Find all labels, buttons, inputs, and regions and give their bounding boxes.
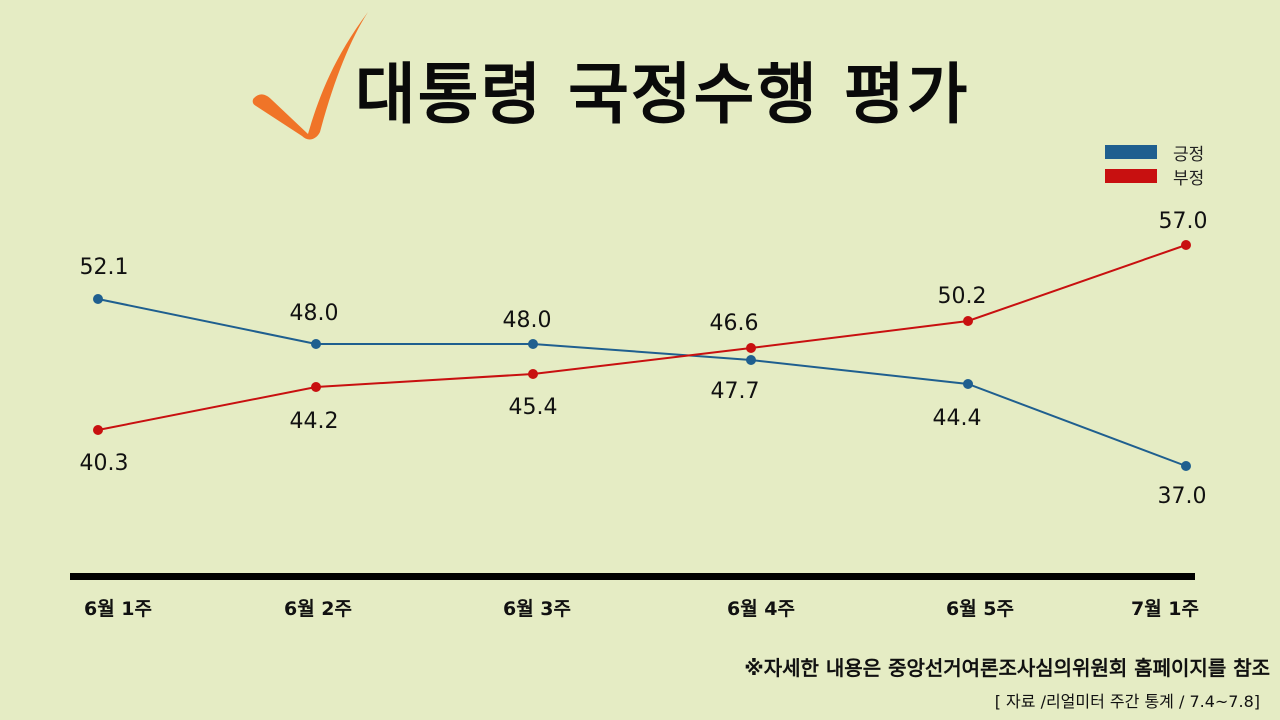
legend-label-negative: 부정	[1173, 168, 1205, 189]
chart-legend: 긍정 부정	[1105, 140, 1205, 189]
x-label-3: 6월 4주	[726, 598, 796, 620]
label-negative-4: 50.2	[938, 284, 987, 309]
x-label-0: 6월 1주	[83, 598, 153, 620]
footnote: ※자세한 내용은 중앙선거여론조사심의위원회 홈페이지를 참조	[744, 656, 1270, 680]
legend-swatch-negative	[1105, 169, 1157, 183]
label-positive-2: 48.0	[503, 308, 552, 333]
label-positive-4: 44.4	[933, 406, 982, 431]
x-label-4: 6월 5주	[945, 598, 1015, 620]
series-negative-line	[97, 244, 1187, 431]
label-positive-3: 47.7	[711, 379, 760, 404]
legend-item-positive: 긍정	[1105, 140, 1205, 165]
label-negative-5: 57.0	[1159, 209, 1208, 234]
x-label-2: 6월 3주	[502, 598, 572, 620]
source-citation: [ 자료 /리얼미터 주간 통계 / 7.4~7.8]	[994, 692, 1260, 711]
series-positive-points	[93, 294, 1191, 471]
legend-item-negative: 부정	[1105, 164, 1205, 189]
label-negative-2: 45.4	[509, 395, 558, 420]
label-negative-3: 46.6	[710, 311, 759, 336]
page-title: 대통령 국정수행 평가	[355, 56, 970, 133]
x-axis-line	[70, 573, 1195, 580]
label-positive-5: 37.0	[1158, 484, 1207, 509]
legend-label-positive: 긍정	[1173, 144, 1205, 165]
label-positive-1: 48.0	[290, 301, 339, 326]
x-label-5: 7월 1주	[1130, 598, 1200, 620]
legend-swatch-positive	[1105, 145, 1157, 159]
label-negative-1: 44.2	[290, 409, 339, 434]
series-negative-points	[93, 240, 1191, 435]
series-positive-line	[97, 298, 1187, 467]
x-label-1: 6월 2주	[283, 598, 353, 620]
label-positive-0: 52.1	[80, 255, 129, 280]
label-negative-0: 40.3	[80, 451, 129, 476]
header: 대통령 국정수행 평가	[250, 10, 1050, 140]
